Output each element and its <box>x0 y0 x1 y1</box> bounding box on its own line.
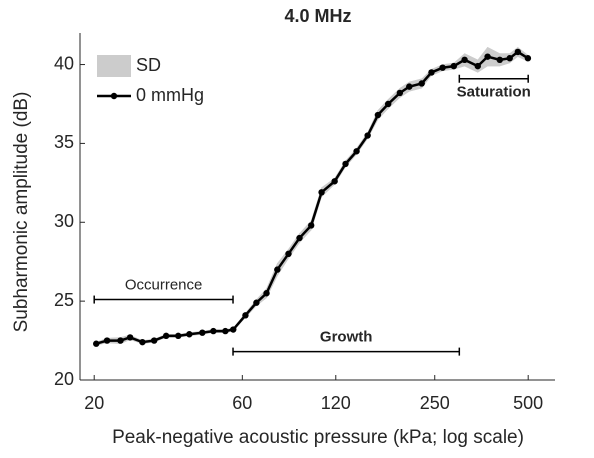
x-tick-label: 250 <box>420 393 450 413</box>
marker <box>384 100 392 108</box>
marker <box>418 80 425 87</box>
marker <box>263 290 270 297</box>
marker <box>222 327 229 335</box>
annotation: Saturation <box>457 84 531 101</box>
annotation: Occurrence <box>125 277 203 294</box>
annotation: Growth <box>320 329 373 346</box>
marker <box>374 111 382 119</box>
marker <box>199 329 206 336</box>
marker <box>506 55 513 62</box>
y-tick-label: 25 <box>54 290 74 310</box>
y-tick-label: 30 <box>54 211 74 231</box>
marker <box>353 148 360 155</box>
legend-label: 0 mmHg <box>136 85 204 105</box>
marker <box>439 64 446 71</box>
marker <box>450 62 458 70</box>
marker <box>126 334 134 341</box>
line <box>95 50 529 345</box>
marker <box>342 160 349 168</box>
marker <box>428 69 435 76</box>
y-tick-label: 20 <box>54 369 74 389</box>
marker <box>406 83 413 90</box>
marker <box>307 222 315 229</box>
marker <box>117 337 124 344</box>
marker <box>274 266 281 273</box>
marker <box>496 56 503 64</box>
x-tick-label: 60 <box>232 393 252 413</box>
marker <box>396 89 404 97</box>
marker <box>484 53 491 60</box>
marker <box>162 332 170 340</box>
marker <box>242 312 249 319</box>
marker <box>285 250 292 258</box>
x-tick-label: 120 <box>321 393 351 413</box>
marker <box>474 62 481 70</box>
x-tick-label: 20 <box>84 393 104 413</box>
marker <box>524 55 532 62</box>
marker <box>93 340 100 347</box>
marker <box>150 337 158 344</box>
x-axis-label: Peak-negative acoustic pressure (kPa; lo… <box>112 427 524 448</box>
marker <box>318 189 325 196</box>
x-tick-label: 500 <box>513 393 543 413</box>
marker <box>230 326 237 333</box>
chart-title: 4.0 MHz <box>284 6 351 26</box>
marker <box>139 338 146 346</box>
marker <box>461 56 468 64</box>
marker <box>296 234 303 242</box>
marker <box>186 331 193 338</box>
legend-label: SD <box>136 55 161 75</box>
marker <box>103 337 111 344</box>
marker <box>175 332 182 340</box>
marker <box>331 178 338 185</box>
marker <box>514 48 522 56</box>
marker <box>210 327 217 335</box>
legend-swatch <box>97 55 131 77</box>
y-tick-label: 40 <box>54 53 74 73</box>
y-tick-label: 35 <box>54 132 74 152</box>
marker <box>364 132 371 139</box>
y-axis-label: Subharmonic amplitude (dB) <box>11 92 32 333</box>
marker <box>253 299 260 306</box>
legend-marker <box>110 92 118 100</box>
